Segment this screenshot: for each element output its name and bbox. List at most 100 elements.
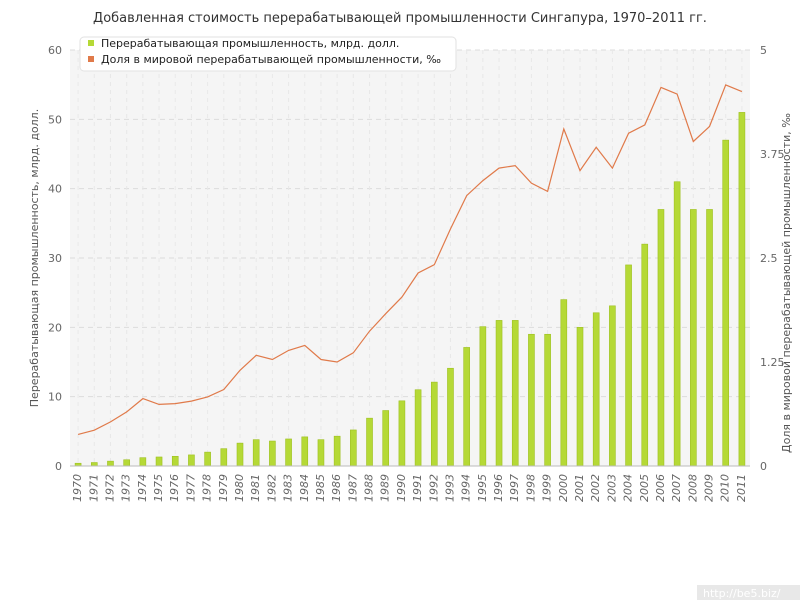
bar-1980 xyxy=(237,443,243,466)
x-tick-label: 1978 xyxy=(201,474,214,502)
bar-1990 xyxy=(398,400,405,466)
x-tick-label: 2002 xyxy=(589,474,602,502)
legend: Перерабатывающая промышленность, млрд. д… xyxy=(79,36,457,72)
bar-1993 xyxy=(447,368,454,466)
x-tick-label: 1998 xyxy=(524,474,537,502)
bar-2001 xyxy=(577,327,583,466)
x-tick-label: 1975 xyxy=(152,474,165,502)
bar-2002 xyxy=(593,312,600,466)
legend-label-manufacturing: Перерабатывающая промышленность, млрд. д… xyxy=(101,37,399,50)
x-tick-label: 2011 xyxy=(735,474,748,502)
x-tick-label: 1985 xyxy=(314,474,327,502)
bar-1997 xyxy=(512,320,519,466)
y-tick-label: 60 xyxy=(48,44,62,57)
y-tick-label: 40 xyxy=(48,183,62,196)
bar-1983 xyxy=(285,438,292,466)
x-tick-label: 2010 xyxy=(719,474,732,502)
y-tick-label: 10 xyxy=(48,391,62,404)
bar-2011 xyxy=(738,112,745,467)
y-axis-title-left: Перерабатывающая промышленность, млрд. д… xyxy=(28,109,41,407)
bar-2007 xyxy=(674,181,681,466)
bar-1977 xyxy=(188,454,195,466)
x-tick-label: 2000 xyxy=(557,474,570,502)
bar-1996 xyxy=(496,320,503,466)
x-tick-label: 1999 xyxy=(541,474,554,502)
bar-1985 xyxy=(317,439,324,466)
bar-1976 xyxy=(172,456,179,466)
bar-1971 xyxy=(91,462,98,466)
watermark-link[interactable]: http://be5.biz/ xyxy=(703,587,781,600)
y2-tick-label: 0 xyxy=(760,460,767,473)
legend-label-world-share: Доля в мировой перерабатывающей промышле… xyxy=(101,53,441,66)
bar-2010 xyxy=(722,140,729,466)
y-tick-label: 20 xyxy=(48,321,62,334)
bar-2009 xyxy=(706,209,713,466)
y2-tick-label: 5 xyxy=(760,44,767,57)
x-tick-label: 1986 xyxy=(330,474,343,502)
plot-background xyxy=(70,50,750,466)
x-tick-label: 1980 xyxy=(233,474,246,502)
y2-tick-label: 1.25 xyxy=(760,356,785,369)
bar-2008 xyxy=(690,209,697,466)
x-tick-label: 1989 xyxy=(379,474,392,502)
watermark-background xyxy=(697,585,800,600)
x-tick-label: 2005 xyxy=(638,474,651,502)
y-tick-label: 0 xyxy=(55,460,62,473)
bar-1991 xyxy=(415,389,422,466)
bar-1981 xyxy=(253,439,260,466)
bar-1998 xyxy=(528,334,535,466)
x-tick-label: 1988 xyxy=(363,474,376,502)
bar-1974 xyxy=(139,457,146,466)
watermark[interactable]: http://be5.biz/ xyxy=(697,585,800,600)
y2-tick-label: 2.5 xyxy=(760,252,778,265)
legend-swatch-world-share xyxy=(88,56,94,62)
world-share-line xyxy=(77,84,743,435)
bar-1973 xyxy=(123,459,130,466)
x-tick-label: 1976 xyxy=(168,474,181,502)
x-tick-label: 2003 xyxy=(605,474,618,502)
x-tick-label: 1971 xyxy=(87,474,100,502)
bar-1975 xyxy=(156,456,163,466)
bar-1982 xyxy=(269,441,276,466)
legend-swatch-manufacturing xyxy=(88,40,94,46)
bar-1992 xyxy=(431,382,438,466)
bar-1994 xyxy=(463,347,470,466)
bar-1999 xyxy=(544,334,551,466)
bar-1989 xyxy=(382,410,389,466)
x-tick-label: 1987 xyxy=(346,474,359,502)
bar-1986 xyxy=(334,436,341,466)
x-tick-label: 1983 xyxy=(282,474,295,502)
bar-2006 xyxy=(657,209,664,466)
x-tick-label: 1993 xyxy=(443,474,456,502)
x-tick-label: 2009 xyxy=(703,474,716,502)
bar-1995 xyxy=(479,326,486,466)
bar-1978 xyxy=(204,452,211,466)
x-tick-label: 2001 xyxy=(573,474,586,502)
line-series xyxy=(77,84,743,435)
x-tick-label: 1997 xyxy=(508,474,521,502)
x-tick-label: 2006 xyxy=(654,474,667,502)
chart-title: Добавленная стоимость перерабатывающей п… xyxy=(93,11,707,26)
x-tick-label: 1984 xyxy=(298,474,311,502)
bar-series xyxy=(74,112,746,467)
x-tick-label: 1979 xyxy=(217,474,230,502)
x-tick-label: 1995 xyxy=(476,474,489,502)
x-tick-label: 1991 xyxy=(411,474,424,502)
bar-1988 xyxy=(366,418,373,466)
y-tick-label: 50 xyxy=(48,113,62,126)
bar-1972 xyxy=(107,461,114,466)
bar-1987 xyxy=(350,429,357,466)
bar-2005 xyxy=(641,244,648,466)
bar-1984 xyxy=(301,436,308,466)
x-tick-label: 2008 xyxy=(686,474,699,502)
legend-box xyxy=(79,36,457,72)
x-tick-label: 1973 xyxy=(120,474,133,502)
bar-2004 xyxy=(625,264,632,466)
y-axis-title-right: Доля в мировой перерабатывающей промышле… xyxy=(780,113,793,453)
x-tick-label: 1977 xyxy=(184,474,197,502)
bar-1970 xyxy=(75,463,82,466)
x-tick-label: 1972 xyxy=(103,474,116,502)
bar-2003 xyxy=(609,305,616,466)
x-tick-label: 1994 xyxy=(460,474,473,502)
